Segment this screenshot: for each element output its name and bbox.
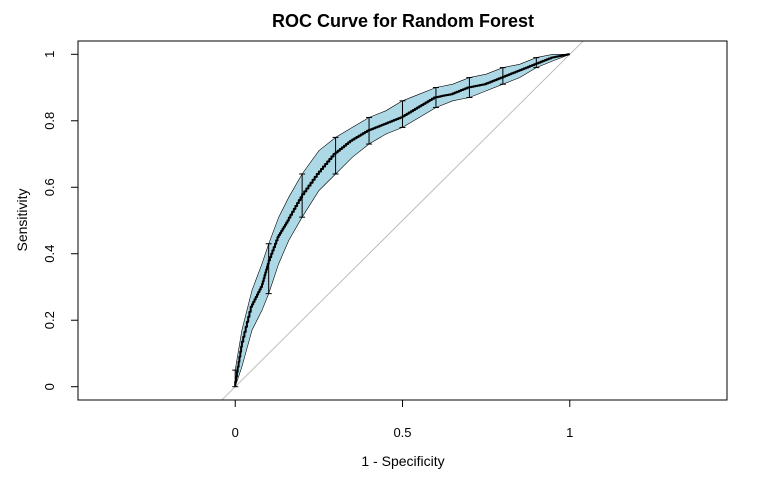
x-tick-label: 0 (232, 425, 239, 440)
y-axis-label: Sensitivity (14, 188, 30, 251)
reference-diagonal (221, 41, 584, 400)
y-tick-label: 0.4 (42, 245, 57, 263)
y-axis: 0 0.2 0.4 0.6 0.8 1 (42, 51, 79, 390)
x-tick-label: 1 (566, 425, 573, 440)
x-axis-label: 1 - Specificity (361, 453, 444, 469)
plot-area (221, 41, 584, 400)
error-bar (399, 100, 406, 128)
y-tick-label: 0 (42, 383, 57, 390)
y-tick-label: 1 (42, 51, 57, 58)
error-bar (265, 243, 272, 295)
y-tick-label: 0.2 (42, 311, 57, 329)
chart-title: ROC Curve for Random Forest (272, 11, 534, 31)
x-axis: 0 0.5 1 (232, 399, 573, 440)
y-tick-label: 0.6 (42, 178, 57, 196)
roc-curve (234, 53, 570, 387)
x-tick-label: 0.5 (393, 425, 411, 440)
error-bar (332, 136, 339, 175)
y-tick-label: 0.8 (42, 112, 57, 130)
